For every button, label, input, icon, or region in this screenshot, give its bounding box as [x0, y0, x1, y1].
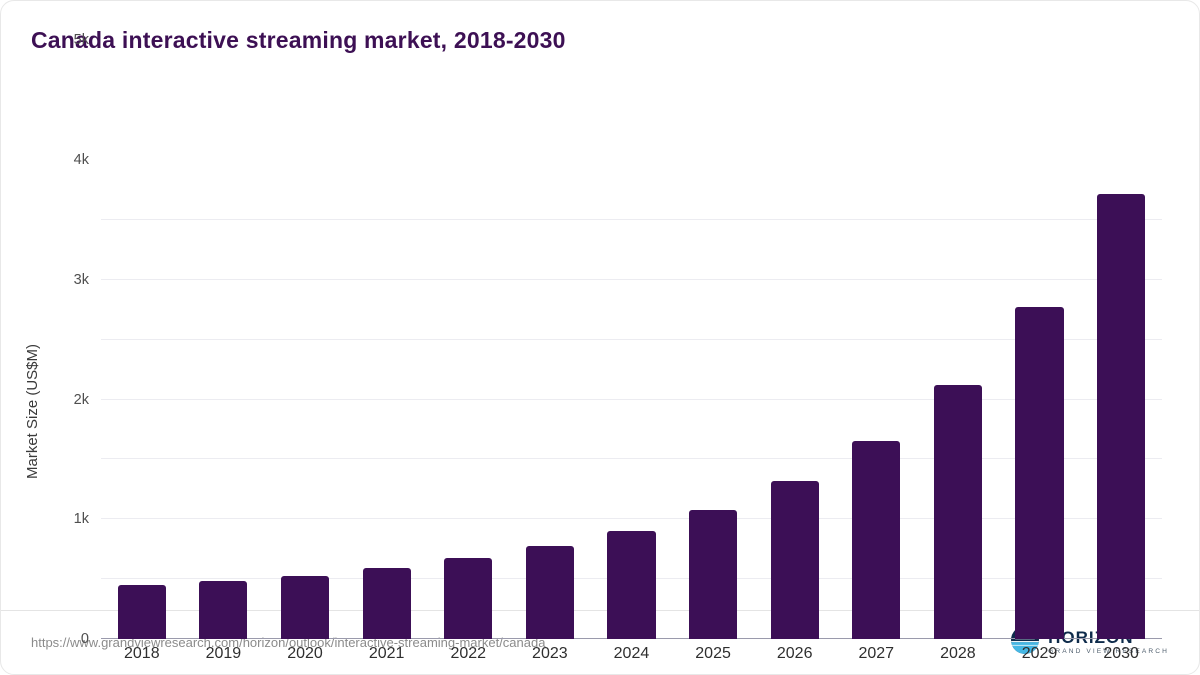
bar-2024: [607, 530, 656, 639]
y-tick-label: 1k: [73, 511, 89, 528]
bar-2019: [199, 580, 248, 639]
y-tick-label: 2k: [73, 391, 89, 408]
bar-column-2021: [346, 184, 428, 639]
bar-column-2023: [509, 184, 591, 639]
bars-container: [101, 184, 1162, 639]
bar-column-2026: [754, 184, 836, 639]
y-axis-title-text: Market Size (US$M): [24, 343, 42, 480]
y-tick-label: 4k: [73, 152, 89, 169]
x-tick-label-2030: 2030: [1103, 645, 1139, 662]
bar-2023: [525, 545, 574, 639]
bar-column-2019: [183, 184, 265, 639]
bar-column-2018: [101, 184, 183, 639]
horizon-logo-subtitle: GRAND VIEW RESEARCH: [1048, 648, 1169, 656]
x-tick-label-2025: 2025: [695, 645, 731, 662]
bar-2030: [1097, 194, 1146, 639]
bar-2018: [117, 585, 166, 639]
x-tick-label-2028: 2028: [940, 645, 976, 662]
bar-2026: [770, 480, 819, 639]
gridline: 7k: [101, 218, 1162, 220]
bar-2028: [933, 385, 982, 639]
bar-column-2029: [999, 184, 1081, 639]
bar-column-2020: [264, 184, 346, 639]
y-tick-label: 5k: [73, 32, 89, 49]
page-title: Canada interactive streaming market, 201…: [31, 27, 566, 53]
gridline: 2k: [74, 392, 1162, 520]
x-tick-label-2019: 2019: [205, 645, 242, 662]
x-axis-labels: 2018 2019 2020 2021 2022 2023 2024 2025 2026 2027…: [101, 645, 1162, 663]
gridline: 6k: [101, 278, 1162, 280]
bar-column-2022: [427, 184, 509, 639]
bar-2027: [852, 440, 901, 639]
y-tick-label: 3k: [73, 271, 89, 288]
bar-2025: [689, 509, 738, 639]
bar-2020: [280, 575, 330, 639]
gridline: 4k: [74, 152, 1162, 400]
gridline: 5k: [74, 32, 1162, 340]
x-tick-label-2024: 2024: [613, 645, 650, 662]
x-tick-label-2023: 2023: [532, 645, 568, 662]
y-axis-title: Market Size (US$M): [15, 184, 51, 639]
bar-column-2030: [1080, 184, 1162, 639]
x-tick-label-2020: 2020: [287, 645, 323, 662]
bar-column-2028: [917, 184, 999, 639]
x-tick-label-2021: 2021: [368, 645, 405, 662]
x-tick-label-2026: 2026: [776, 645, 813, 662]
x-tick-label-2029: 2029: [1021, 645, 1058, 662]
bar-column-2024: [591, 184, 673, 639]
bar-column-2027: [835, 184, 917, 639]
bar-2029: [1015, 306, 1064, 639]
x-tick-label-2027: 2027: [858, 645, 895, 662]
y-tick-label: 0: [80, 631, 89, 647]
x-tick-label-2022: 2022: [450, 645, 487, 662]
bar-2022: [444, 558, 493, 639]
header: Canada interactive streaming market, 201…: [1, 1, 1199, 79]
x-tick-label-2018: 2018: [124, 645, 160, 662]
bar-column-2025: [672, 184, 754, 639]
bar-chart: Market Size (US$M) 01k2k3k4k5k6k7k 20182…: [1, 32, 1199, 662]
plot-area: 0 1k 2k 3k 4k 5k 6k 7k: [74, 32, 1162, 647]
gridline: 3k: [74, 272, 1162, 460]
bar-2021: [362, 568, 411, 639]
